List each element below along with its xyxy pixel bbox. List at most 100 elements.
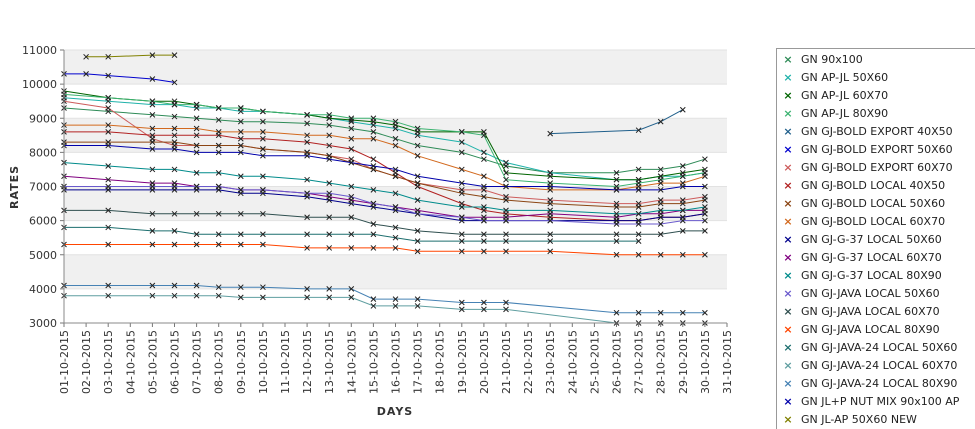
- legend-label: GN AP-JL 50X60: [801, 71, 889, 84]
- data-point-marker: [613, 221, 620, 227]
- data-point-marker: [348, 146, 355, 152]
- legend-marker-icon: ×: [783, 233, 793, 246]
- y-tick-label: 10000: [22, 78, 57, 91]
- data-point-marker: [414, 197, 421, 204]
- data-point-marker: [635, 166, 642, 173]
- legend-marker-icon: ×: [783, 71, 793, 84]
- legend-marker-icon: ×: [783, 125, 793, 138]
- x-tick-label: 07-10-2015: [191, 330, 204, 394]
- data-point-marker: [370, 296, 377, 302]
- data-point-marker: [392, 224, 399, 231]
- x-tick-label: 18-10-2015: [434, 330, 447, 394]
- legend-marker-icon: ×: [783, 269, 793, 282]
- series-line: [64, 285, 705, 314]
- data-point-marker: [193, 231, 200, 238]
- data-point-marker: [348, 294, 355, 301]
- x-tick-label: 10-10-2015: [257, 330, 270, 394]
- data-point-marker: [171, 228, 178, 234]
- data-point-marker: [260, 187, 266, 193]
- data-point-marker: [458, 139, 465, 145]
- data-point-marker: [348, 193, 355, 200]
- legend-marker-icon: ×: [783, 53, 793, 66]
- legend-label: GN GJ-JAVA-24 LOCAL 50X60: [801, 341, 958, 354]
- data-point-marker: [149, 292, 156, 299]
- data-point-marker: [149, 52, 156, 58]
- data-point-marker: [149, 241, 156, 248]
- data-point-marker: [503, 183, 509, 190]
- data-point-marker: [304, 245, 310, 251]
- legend-label: GN GJ-BOLD LOCAL 40X50: [801, 179, 946, 192]
- data-point-marker: [503, 169, 509, 176]
- data-point-marker: [237, 187, 244, 193]
- data-point-marker: [215, 241, 222, 248]
- data-point-marker: [547, 173, 554, 180]
- legend-marker-icon: ×: [783, 107, 793, 120]
- legend-marker-icon: ×: [783, 395, 793, 408]
- data-point-marker: [657, 187, 664, 193]
- data-point-marker: [657, 221, 664, 227]
- series-line: [64, 226, 639, 242]
- data-point-marker: [458, 231, 465, 238]
- data-point-marker: [171, 79, 178, 86]
- legend-label: GN GJ-G-37 LOCAL 60X70: [801, 251, 942, 264]
- data-point-marker: [458, 306, 465, 313]
- data-point-marker: [481, 299, 487, 306]
- data-point-marker: [348, 115, 355, 122]
- data-point-marker: [635, 251, 642, 258]
- data-point-marker: [547, 238, 554, 244]
- legend-marker-icon: ×: [783, 161, 793, 174]
- data-point-marker: [348, 183, 355, 190]
- data-point-marker: [392, 296, 399, 302]
- data-point-marker: [326, 122, 333, 128]
- x-tick-label: 14-10-2015: [345, 330, 358, 394]
- data-point-marker: [414, 173, 421, 180]
- data-point-marker: [260, 129, 266, 135]
- data-point-marker: [304, 176, 310, 183]
- data-point-marker: [149, 146, 156, 152]
- x-tick-label: 30-10-2015: [699, 330, 712, 394]
- legend-marker-icon: ×: [783, 143, 793, 156]
- data-point-marker: [237, 173, 244, 180]
- data-point-marker: [193, 282, 200, 289]
- data-point-marker: [304, 152, 310, 159]
- data-point-marker: [635, 204, 642, 210]
- data-point-marker: [679, 217, 686, 224]
- data-point-marker: [260, 294, 266, 301]
- data-point-marker: [392, 245, 399, 251]
- data-point-marker: [503, 231, 509, 238]
- data-point-marker: [679, 200, 686, 207]
- data-point-marker: [105, 94, 112, 101]
- data-point-marker: [702, 217, 708, 224]
- data-point-marker: [193, 132, 200, 139]
- data-point-marker: [348, 214, 355, 221]
- data-point-marker: [613, 210, 620, 217]
- y-axis-ticks: 3000 4000 5000 6000 7000 8000 9000 10000 11000: [22, 44, 64, 330]
- data-point-marker: [635, 238, 642, 244]
- data-point-marker: [215, 117, 222, 123]
- data-point-marker: [458, 129, 465, 135]
- data-point-marker: [326, 111, 333, 118]
- x-tick-label: 08-10-2015: [213, 330, 226, 394]
- data-point-marker: [105, 176, 112, 183]
- data-point-marker: [702, 251, 708, 258]
- data-point-marker: [149, 166, 156, 173]
- data-point-marker: [679, 309, 686, 316]
- data-point-marker: [702, 173, 708, 180]
- data-point-marker: [348, 125, 355, 132]
- x-tick-label: 23-10-2015: [544, 330, 557, 394]
- series-0: [61, 105, 708, 176]
- data-point-marker: [679, 228, 686, 234]
- x-tick-label: 02-10-2015: [80, 330, 93, 394]
- data-point-marker: [503, 299, 509, 306]
- data-point-marker: [237, 118, 244, 125]
- data-point-marker: [392, 135, 399, 142]
- data-point-marker: [481, 204, 487, 210]
- data-point-marker: [481, 149, 487, 156]
- data-point-marker: [326, 294, 333, 301]
- data-point-marker: [657, 309, 664, 316]
- data-point-marker: [348, 135, 355, 142]
- data-point-marker: [613, 204, 620, 210]
- data-point-marker: [326, 286, 333, 292]
- data-point-marker: [458, 214, 465, 221]
- data-point-marker: [503, 207, 509, 214]
